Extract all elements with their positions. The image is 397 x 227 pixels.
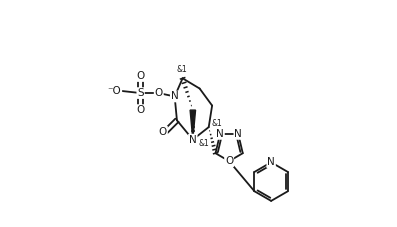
- Text: O: O: [159, 127, 167, 137]
- Text: N: N: [189, 135, 197, 145]
- Text: N: N: [234, 129, 242, 139]
- Text: ⁻O: ⁻O: [108, 86, 121, 96]
- Text: O: O: [155, 88, 163, 98]
- Text: &1: &1: [212, 119, 222, 128]
- Text: N: N: [216, 129, 224, 139]
- Text: N: N: [267, 157, 275, 167]
- Text: O: O: [137, 105, 145, 115]
- Polygon shape: [190, 110, 196, 140]
- Text: N: N: [171, 91, 179, 101]
- Text: O: O: [137, 71, 145, 81]
- Text: &1: &1: [198, 139, 209, 148]
- Text: &1: &1: [176, 65, 187, 74]
- Text: O: O: [225, 156, 233, 166]
- Text: S: S: [137, 88, 144, 98]
